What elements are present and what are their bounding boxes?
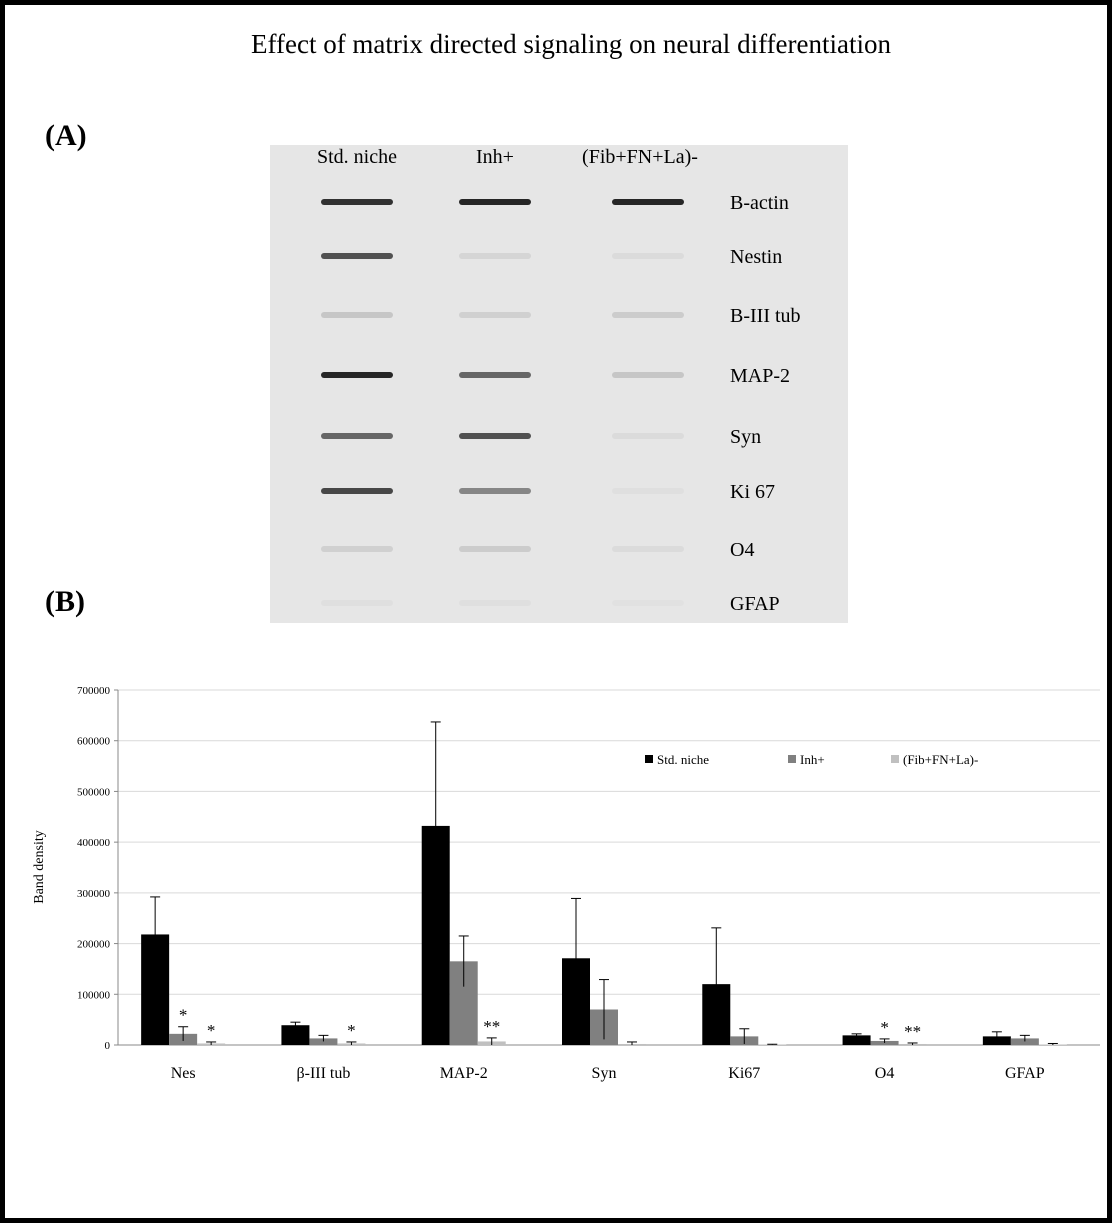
band-label: Syn bbox=[730, 426, 761, 448]
y-tick-label: 200000 bbox=[77, 939, 111, 951]
x-tick-label: O4 bbox=[875, 1065, 895, 1082]
figure: Effect of matrix directed signaling on n… bbox=[0, 0, 1112, 1223]
x-tick-label: Nes bbox=[171, 1065, 196, 1082]
legend-label: Inh+ bbox=[800, 752, 825, 767]
band-label: GFAP bbox=[730, 593, 780, 615]
x-tick-label: MAP-2 bbox=[440, 1065, 488, 1082]
panel-label: (B) bbox=[45, 585, 85, 618]
blot-band bbox=[612, 488, 684, 494]
blot-band bbox=[612, 199, 684, 205]
y-tick-label: 0 bbox=[105, 1040, 111, 1052]
x-tick-label: β-III tub bbox=[296, 1065, 350, 1082]
blot-band bbox=[459, 372, 531, 378]
significance-mark: * bbox=[347, 1021, 356, 1040]
x-tick-label: Ki67 bbox=[728, 1065, 760, 1082]
band-label: Nestin bbox=[730, 246, 782, 268]
y-tick-label: 600000 bbox=[77, 736, 111, 748]
panel-label: (A) bbox=[45, 119, 87, 152]
significance-mark: * bbox=[179, 1006, 188, 1025]
x-tick-label: Syn bbox=[592, 1065, 617, 1082]
legend-label: Std. niche bbox=[657, 752, 709, 767]
figure-canvas: Effect of matrix directed signaling on n… bbox=[5, 5, 1107, 1218]
blot-band bbox=[612, 253, 684, 259]
blot-band bbox=[321, 600, 393, 606]
y-axis-label: Band density bbox=[32, 830, 47, 904]
legend-swatch bbox=[788, 755, 796, 763]
significance-mark: * bbox=[880, 1018, 889, 1037]
figure-title: Effect of matrix directed signaling on n… bbox=[251, 29, 892, 59]
blot-band bbox=[459, 253, 531, 259]
blot-band bbox=[459, 546, 531, 552]
blot-band bbox=[459, 600, 531, 606]
band-label: Ki 67 bbox=[730, 481, 775, 503]
band-label: B-III tub bbox=[730, 305, 801, 327]
y-tick-label: 500000 bbox=[77, 786, 111, 798]
blot-band bbox=[321, 199, 393, 205]
blot-band bbox=[459, 312, 531, 318]
lane-label: Inh+ bbox=[476, 146, 514, 168]
blot-band bbox=[321, 488, 393, 494]
blot-band bbox=[321, 433, 393, 439]
y-tick-label: 300000 bbox=[77, 888, 111, 900]
blot-band bbox=[612, 546, 684, 552]
lane-label: Std. niche bbox=[317, 146, 397, 168]
y-tick-label: 700000 bbox=[77, 685, 111, 697]
lane-label: (Fib+FN+La)- bbox=[582, 146, 698, 168]
legend-swatch bbox=[645, 755, 653, 763]
blot-band bbox=[459, 433, 531, 439]
significance-mark: * bbox=[207, 1021, 216, 1040]
blot-band bbox=[321, 312, 393, 318]
blot-band bbox=[321, 253, 393, 259]
significance-mark: ** bbox=[483, 1017, 500, 1036]
band-label: MAP-2 bbox=[730, 365, 790, 387]
blot-band bbox=[459, 488, 531, 494]
blot-band bbox=[612, 372, 684, 378]
band-label: B-actin bbox=[730, 192, 789, 214]
blot-band bbox=[321, 372, 393, 378]
x-tick-label: GFAP bbox=[1005, 1065, 1045, 1082]
y-tick-label: 400000 bbox=[77, 837, 111, 849]
legend-label: (Fib+FN+La)- bbox=[903, 752, 978, 767]
blot-band bbox=[612, 312, 684, 318]
band-label: O4 bbox=[730, 539, 754, 561]
blot-band bbox=[321, 546, 393, 552]
blot-band bbox=[459, 199, 531, 205]
legend-swatch bbox=[891, 755, 899, 763]
blot-band bbox=[612, 600, 684, 606]
blot-band bbox=[612, 433, 684, 439]
y-tick-label: 100000 bbox=[77, 989, 111, 1001]
significance-mark: ** bbox=[904, 1022, 921, 1041]
